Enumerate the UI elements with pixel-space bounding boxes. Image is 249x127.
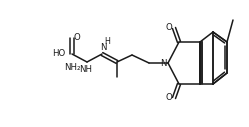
Text: NH₂: NH₂	[64, 64, 80, 73]
Text: N: N	[160, 59, 166, 67]
Text: O: O	[166, 23, 172, 33]
Text: O: O	[166, 93, 172, 102]
Text: O: O	[74, 34, 80, 43]
Text: NH: NH	[79, 66, 92, 75]
Text: N: N	[100, 43, 106, 52]
Text: H: H	[104, 36, 110, 45]
Text: HO: HO	[52, 50, 65, 59]
